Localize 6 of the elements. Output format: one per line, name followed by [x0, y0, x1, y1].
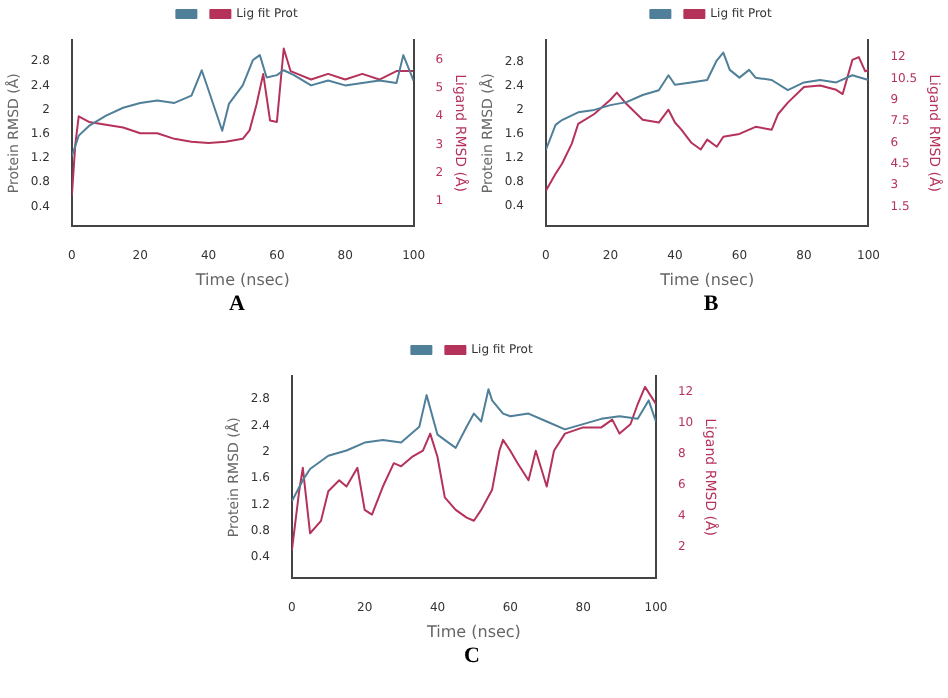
x-axis-title: Time (nsec) — [193, 270, 290, 289]
x-axis-title: Time (nsec) — [424, 622, 521, 641]
text: C — [462, 644, 482, 668]
text: A — [227, 292, 247, 316]
x-axis-title: Time (nsec) — [658, 270, 755, 289]
text: B — [701, 292, 721, 316]
